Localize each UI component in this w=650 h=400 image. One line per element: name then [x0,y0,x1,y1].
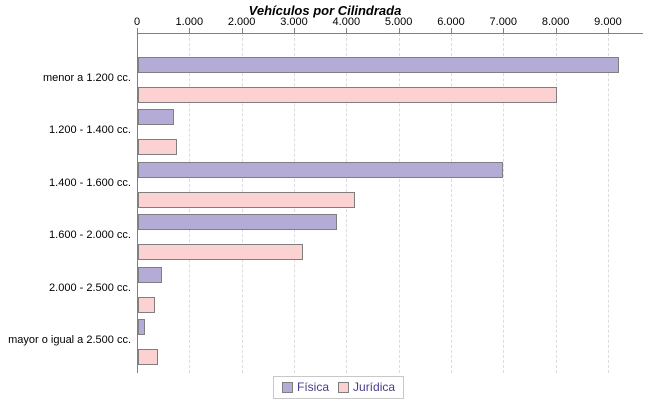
bar-juridica [138,296,155,313]
category-label: mayor o igual a 2.500 cc. [8,334,131,346]
x-axis-tick-label: 6.000 [437,16,465,28]
x-axis-tick-label: 5.000 [384,16,413,28]
gridline [607,33,609,373]
x-axis-tick [346,28,348,33]
bar-fisica [138,319,146,335]
legend-item: Física [282,381,329,394]
x-axis-tick [398,28,400,33]
category-label: 1.400 - 1.600 cc. [49,176,131,189]
x-axis-tick [137,28,138,33]
x-axis-tick-label: 0 [133,16,141,28]
x-axis-tick-label: 8.000 [541,16,570,28]
x-axis-tick-label: 9.000 [594,16,622,28]
category-label: menor a 1.200 cc. [42,72,131,84]
bar-juridica [138,191,356,208]
legend-swatch-fisica [282,382,293,393]
x-axis-line [137,33,643,34]
x-axis-tick [607,28,609,33]
x-axis-tick [293,28,295,33]
legend-swatch-juridica [338,382,350,393]
bar-fisica [138,109,175,126]
legend-label: Física [297,380,330,394]
category-label: 1.600 - 2.000 cc. [49,229,131,242]
y-axis-line [137,33,138,373]
x-axis-tick-label: 3.000 [280,16,308,28]
legend-label: Jurídica [353,380,396,394]
bar-juridica [138,349,158,365]
gridline [450,33,452,373]
category-label: 1.200 - 1.400 cc. [49,124,131,137]
x-axis-tick-label: 1.000 [175,16,204,28]
bar-fisica [138,57,620,73]
bar-fisica [138,161,503,178]
gridline [398,33,400,373]
x-axis-tick-label: 4.000 [332,16,361,28]
x-axis-tick [555,28,557,33]
x-axis-tick-label: 7.000 [489,16,518,28]
gridline [503,33,505,373]
category-label: 2.000 - 2.500 cc. [49,281,131,294]
bar-juridica [138,87,557,103]
bar-fisica [138,266,163,283]
bar-juridica [138,139,178,156]
x-axis-tick [241,28,243,33]
chart-title: Vehículos por Cilindrada [248,3,402,18]
bar-juridica [138,244,303,261]
bar-fisica [138,214,337,231]
x-axis-tick [503,28,505,33]
x-axis-tick [189,28,191,33]
legend-item: Jurídica [338,381,395,394]
gridline [555,33,557,373]
x-axis-tick-label: 2.000 [227,16,256,28]
legend: Física Jurídica [273,376,405,399]
x-axis-tick [450,28,452,33]
